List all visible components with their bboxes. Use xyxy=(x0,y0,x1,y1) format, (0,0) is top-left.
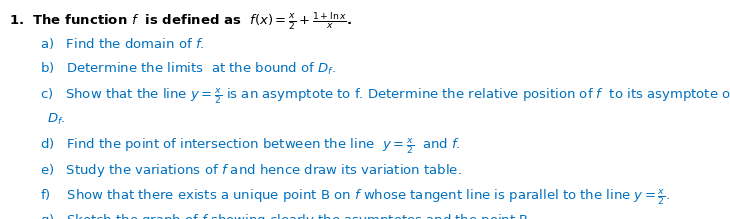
Text: g)   Sketch the graph of $f$ showing clearly the asymptotes and the point B.: g) Sketch the graph of $f$ showing clear… xyxy=(40,212,533,219)
Text: a)   Find the domain of $f$.: a) Find the domain of $f$. xyxy=(40,36,204,51)
Text: d)   Find the point of intersection between the line  $y = \frac{x}{2}$  and $f$: d) Find the point of intersection betwee… xyxy=(40,137,461,156)
Text: c)   Show that the line $y = \frac{x}{2}$ is an asymptote to f. Determine the re: c) Show that the line $y = \frac{x}{2}$ … xyxy=(40,87,730,106)
Text: $D_f$.: $D_f$. xyxy=(47,112,66,127)
Text: 1.  The function $f$  is defined as  $f(x) = \frac{x}{2}+\frac{1+\ln x}{x}$.: 1. The function $f$ is defined as $f(x) … xyxy=(9,11,352,32)
Text: e)   Study the variations of $f$ and hence draw its variation table.: e) Study the variations of $f$ and hence… xyxy=(40,162,462,179)
Text: b)   Determine the limits  at the bound of $D_f$.: b) Determine the limits at the bound of … xyxy=(40,61,337,78)
Text: f)    Show that there exists a unique point B on $f$ whose tangent line is paral: f) Show that there exists a unique point… xyxy=(40,187,670,207)
